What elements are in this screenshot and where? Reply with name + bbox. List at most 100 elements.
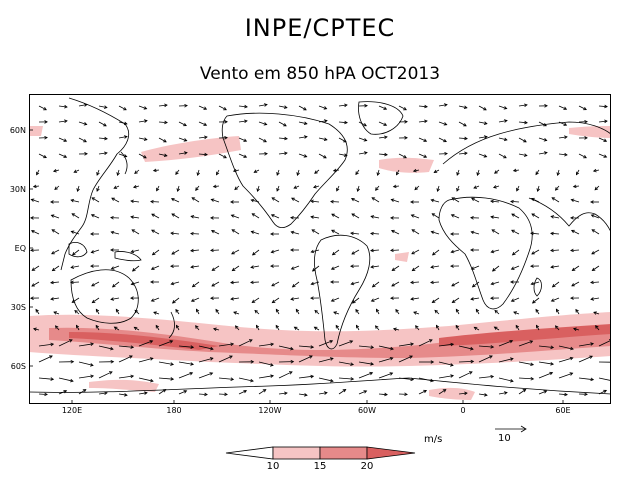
- wind-arrowhead: [43, 154, 47, 159]
- wind-arrow: [437, 185, 440, 192]
- wind-arrow: [78, 375, 94, 379]
- wind-arrow: [314, 326, 320, 331]
- wind-arrowhead: [431, 213, 436, 217]
- wind-arrow: [98, 137, 108, 140]
- wind-arrowhead: [576, 171, 580, 176]
- wind-arrowhead: [530, 197, 535, 202]
- wind-arrowhead: [30, 230, 35, 234]
- wind-arrowhead: [384, 392, 388, 397]
- wind-arrowhead: [90, 250, 95, 254]
- wind-arrowhead: [404, 136, 408, 140]
- wind-arrow: [294, 326, 300, 331]
- reference-vector-icon: [495, 425, 527, 433]
- wind-arrow: [33, 185, 40, 188]
- wind-arrow: [278, 152, 288, 155]
- wind-arrowhead: [455, 324, 459, 329]
- wind-arrowhead: [335, 324, 339, 329]
- wind-arrow: [298, 136, 308, 139]
- wind-arrow: [54, 185, 60, 190]
- wind-arrowhead: [215, 308, 219, 313]
- wind-arrow: [213, 328, 220, 331]
- wind-arrow: [491, 281, 500, 285]
- wind-arrow: [271, 249, 280, 253]
- wind-arrow: [358, 390, 367, 395]
- wind-arrow: [478, 345, 494, 348]
- wind-arrowhead: [464, 391, 468, 396]
- wind-arrow: [53, 169, 60, 172]
- wind-arrow: [558, 136, 568, 139]
- colorbar-segment-15-20: [319, 446, 368, 460]
- wind-arrow: [410, 281, 420, 283]
- wind-arrow: [430, 265, 440, 268]
- wind-arrowhead: [96, 188, 100, 192]
- wind-arrowhead: [590, 280, 594, 285]
- wind-arrowhead: [312, 185, 317, 189]
- wind-arrowhead: [171, 251, 176, 255]
- wind-arrowhead: [251, 213, 256, 217]
- wind-arrowhead: [403, 106, 407, 111]
- wind-arrow: [591, 214, 600, 219]
- wind-arrow: [195, 325, 200, 331]
- chart-title: INPE/CPTEC: [244, 14, 396, 42]
- wind-arrowhead: [190, 248, 194, 253]
- wind-arrowhead: [250, 198, 255, 203]
- wind-arrow: [134, 326, 140, 331]
- wind-arrowhead: [183, 138, 188, 142]
- wind-arrowhead: [189, 372, 194, 376]
- wind-arrow: [118, 105, 127, 111]
- wind-arrowhead: [290, 230, 295, 235]
- wind-arrow: [230, 281, 240, 284]
- wind-arrowhead: [70, 265, 75, 269]
- wind-arrow: [197, 169, 200, 176]
- wind-arrowhead: [424, 104, 428, 109]
- wind-arrow: [138, 340, 153, 347]
- wind-arrow: [490, 200, 500, 203]
- wind-arrow: [258, 375, 274, 379]
- wind-arrow: [438, 375, 454, 379]
- wind-arrow: [238, 137, 247, 142]
- wind-arrowhead: [310, 199, 314, 204]
- wind-arrowhead: [410, 377, 415, 382]
- lat-label-60n: 60N: [9, 126, 26, 135]
- wind-arrow: [590, 297, 600, 300]
- wind-arrow: [398, 355, 413, 363]
- wind-arrowhead: [363, 151, 368, 155]
- wind-arrow: [591, 229, 600, 235]
- wind-arrowhead: [443, 138, 447, 143]
- wind-arrow: [498, 340, 513, 347]
- wind-arrowhead: [543, 390, 548, 394]
- wind-arrowhead: [243, 390, 248, 394]
- wind-arrowhead: [591, 267, 596, 271]
- wind-arrowhead: [51, 250, 55, 255]
- wind-arrow: [530, 232, 540, 235]
- wind-arrow: [452, 297, 460, 303]
- wind-arrowhead: [423, 154, 428, 158]
- wind-arrowhead: [374, 325, 379, 329]
- wind-arrow: [151, 265, 160, 270]
- wind-arrow: [451, 197, 460, 203]
- wind-arrowhead: [104, 151, 108, 156]
- wind-arrowhead: [430, 360, 435, 364]
- wind-arrowhead: [391, 267, 396, 271]
- wind-arrowhead: [450, 214, 455, 218]
- wind-arrow: [438, 121, 447, 126]
- wind-arrowhead: [410, 342, 415, 346]
- wind-arrow: [591, 249, 600, 255]
- wind-arrowhead: [590, 342, 595, 346]
- wind-arrowhead: [556, 308, 560, 313]
- wind-arrow: [538, 345, 554, 348]
- wind-arrow: [155, 325, 160, 331]
- wind-arrowhead: [450, 232, 454, 236]
- wind-arrow: [418, 120, 428, 123]
- wind-arrowhead: [76, 324, 80, 329]
- wind-arrow: [115, 309, 120, 315]
- wind-arrow: [578, 153, 587, 159]
- wind-arrowhead: [170, 231, 174, 236]
- wind-arrowhead: [572, 184, 577, 189]
- wind-arrow: [292, 281, 300, 288]
- wind-arrowhead: [84, 152, 88, 156]
- wind-arrowhead: [123, 121, 128, 126]
- wind-arrowhead: [396, 171, 400, 176]
- wind-arrowhead: [323, 155, 327, 159]
- wind-arrowhead: [250, 280, 254, 285]
